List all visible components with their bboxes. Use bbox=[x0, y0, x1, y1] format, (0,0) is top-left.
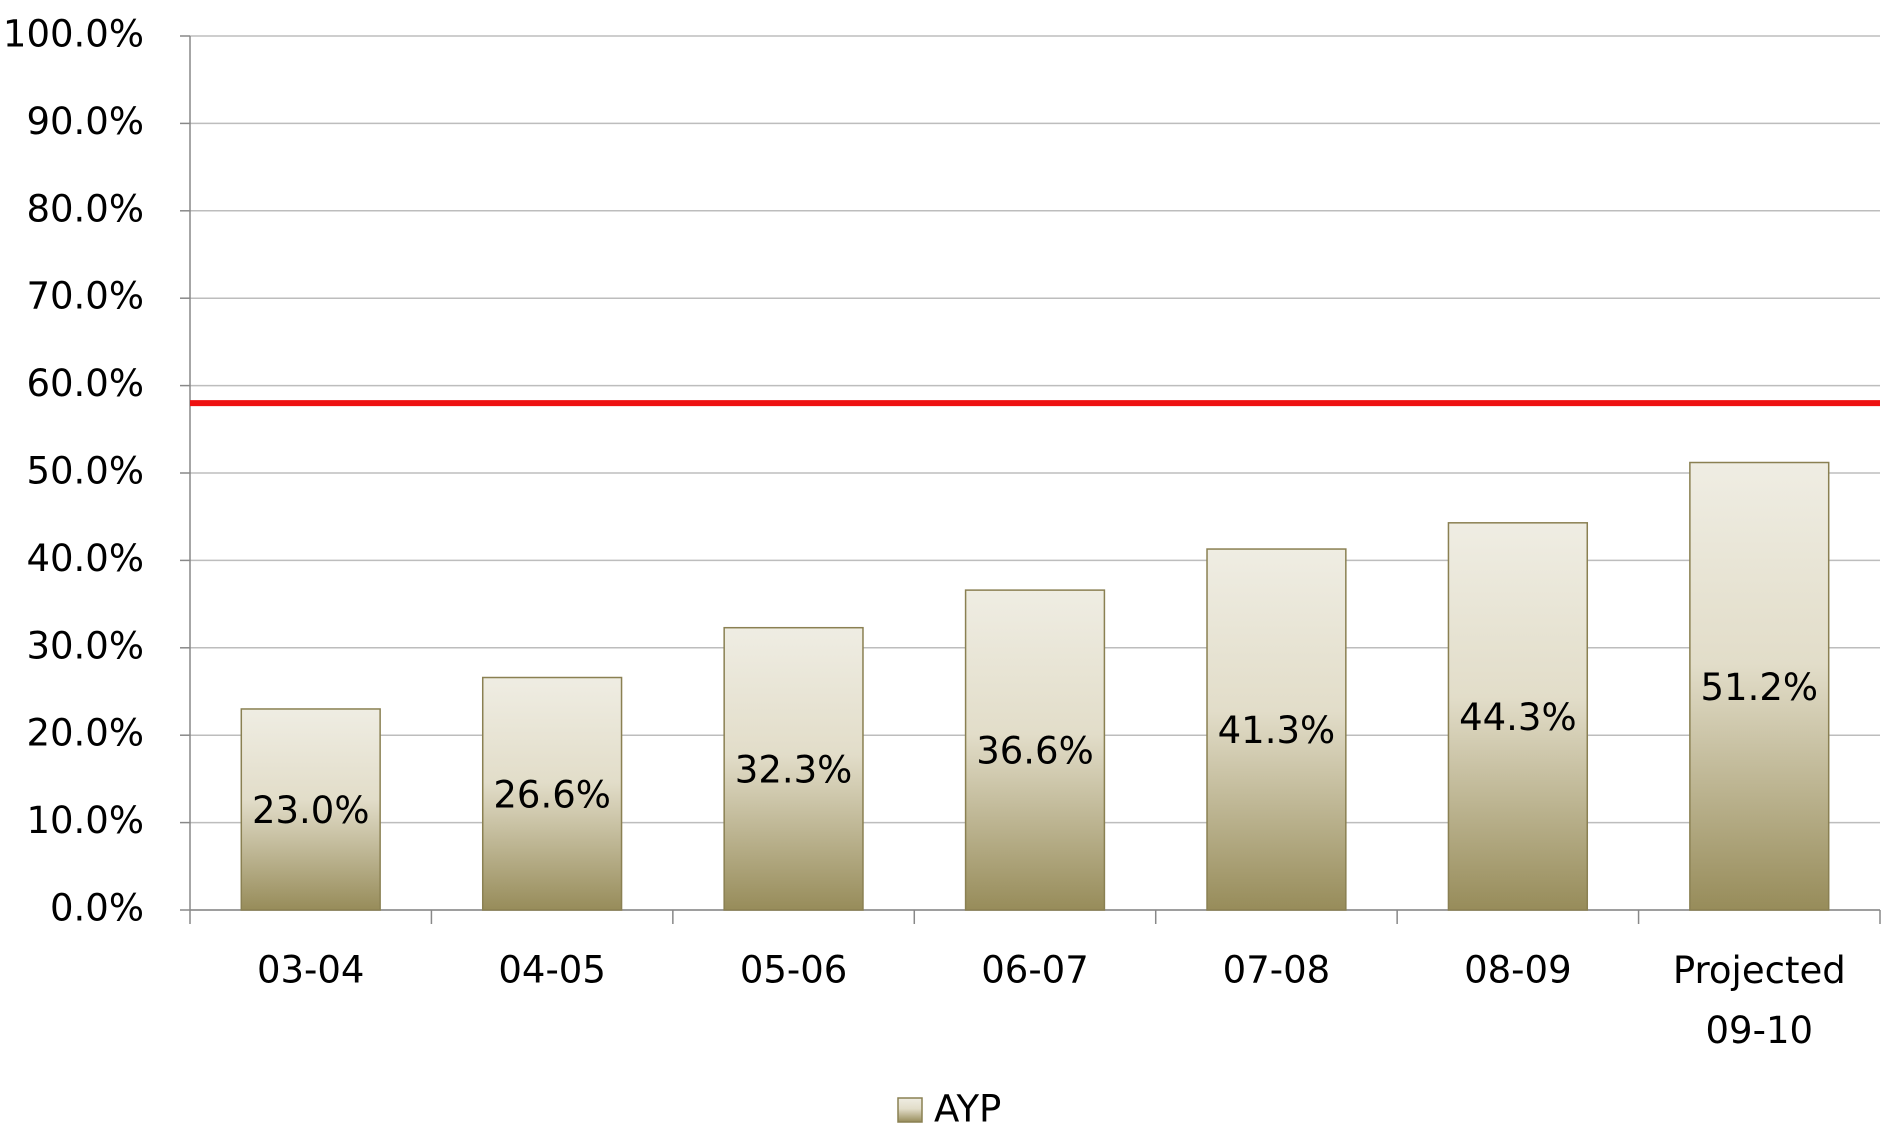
x-tick-label: 03-04 bbox=[257, 949, 365, 992]
x-tick-label: 08-09 bbox=[1464, 949, 1572, 992]
bar bbox=[240, 708, 381, 911]
legend-swatch bbox=[897, 1097, 923, 1123]
y-tick-label: 10.0% bbox=[26, 799, 144, 842]
legend-label: AYP bbox=[934, 1088, 1001, 1131]
x-tick-label: 07-08 bbox=[1223, 949, 1331, 992]
bar bbox=[1206, 548, 1347, 911]
y-tick-label: 50.0% bbox=[26, 450, 144, 493]
data-label: 26.6% bbox=[493, 773, 611, 816]
data-label: 36.6% bbox=[976, 730, 1094, 773]
bar bbox=[1689, 461, 1830, 911]
x-tick-label: 06-07 bbox=[981, 949, 1089, 992]
y-tick-label: 100.0% bbox=[3, 13, 144, 56]
x-tick-label: Projected 09-10 bbox=[1673, 949, 1846, 1052]
x-tick-label: 04-05 bbox=[498, 949, 606, 992]
data-label: 41.3% bbox=[1218, 709, 1336, 752]
bar bbox=[964, 589, 1106, 911]
data-label: 44.3% bbox=[1459, 696, 1577, 739]
x-tick-label: 05-06 bbox=[740, 949, 848, 992]
bar bbox=[1447, 522, 1589, 911]
bar bbox=[481, 676, 623, 911]
data-label: 51.2% bbox=[1701, 666, 1819, 709]
y-tick-label: 60.0% bbox=[26, 362, 144, 405]
data-label: 32.3% bbox=[735, 748, 853, 791]
y-tick-label: 40.0% bbox=[26, 537, 144, 580]
y-tick-label: 70.0% bbox=[26, 275, 144, 318]
y-tick-label: 80.0% bbox=[26, 187, 144, 230]
y-tick-label: 0.0% bbox=[50, 887, 144, 930]
data-label: 23.0% bbox=[252, 789, 370, 832]
y-tick-label: 20.0% bbox=[26, 712, 144, 755]
bar bbox=[723, 626, 864, 911]
y-tick-label: 30.0% bbox=[26, 624, 144, 667]
y-tick-label: 90.0% bbox=[26, 100, 144, 143]
